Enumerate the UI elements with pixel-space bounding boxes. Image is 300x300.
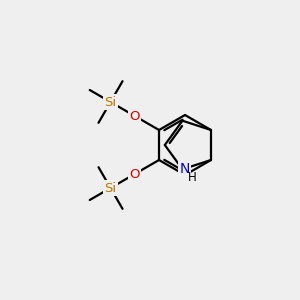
Text: H: H xyxy=(188,171,197,184)
Text: O: O xyxy=(130,110,140,122)
Text: Si: Si xyxy=(104,95,117,109)
Text: O: O xyxy=(130,167,140,181)
Text: Si: Si xyxy=(104,182,117,194)
Text: N: N xyxy=(179,162,190,176)
